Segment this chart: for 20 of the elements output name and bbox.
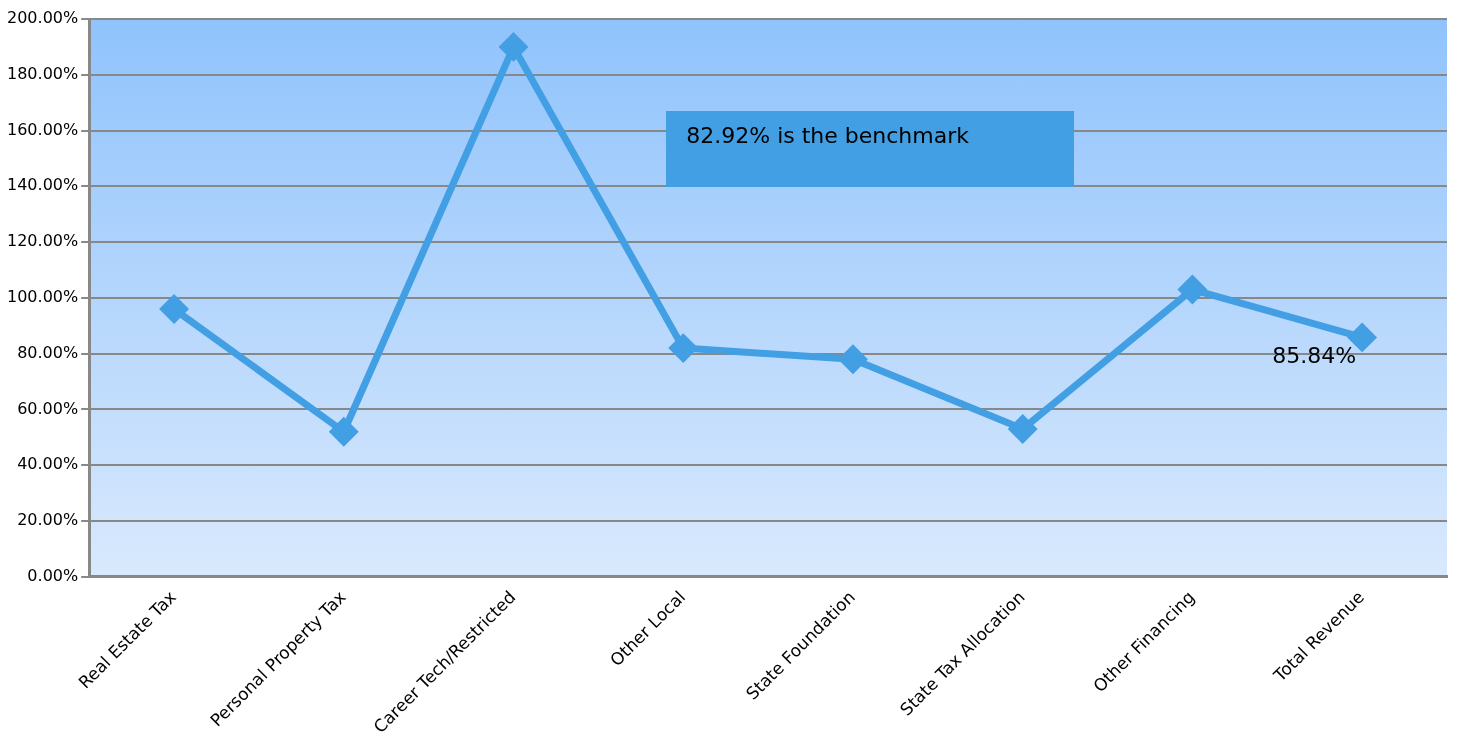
y-tick-label: 20.00%	[17, 510, 79, 530]
y-tick-label: 160.00%	[7, 119, 79, 139]
y-tick-label: 200.00%	[7, 8, 79, 28]
point	[839, 345, 867, 373]
y-tick-label: 180.00%	[7, 63, 79, 83]
y-tick-label: 60.00%	[17, 398, 79, 418]
y-tick-label: 40.00%	[17, 454, 79, 474]
point	[1009, 415, 1037, 443]
y-tick-label: 100.00%	[7, 287, 79, 307]
y-tick-label: 0.00%	[27, 565, 79, 585]
point	[160, 295, 188, 323]
y-tick-label: 120.00%	[7, 231, 79, 251]
y-tick-label: 80.00%	[17, 342, 79, 362]
data-label: 85.84%	[1272, 343, 1357, 369]
point	[330, 418, 358, 446]
note-box: 82.92% is the benchmark	[666, 111, 1075, 187]
y-tick-label: 140.00%	[7, 175, 79, 195]
point	[1178, 276, 1206, 304]
point	[669, 334, 697, 362]
point	[500, 33, 527, 61]
